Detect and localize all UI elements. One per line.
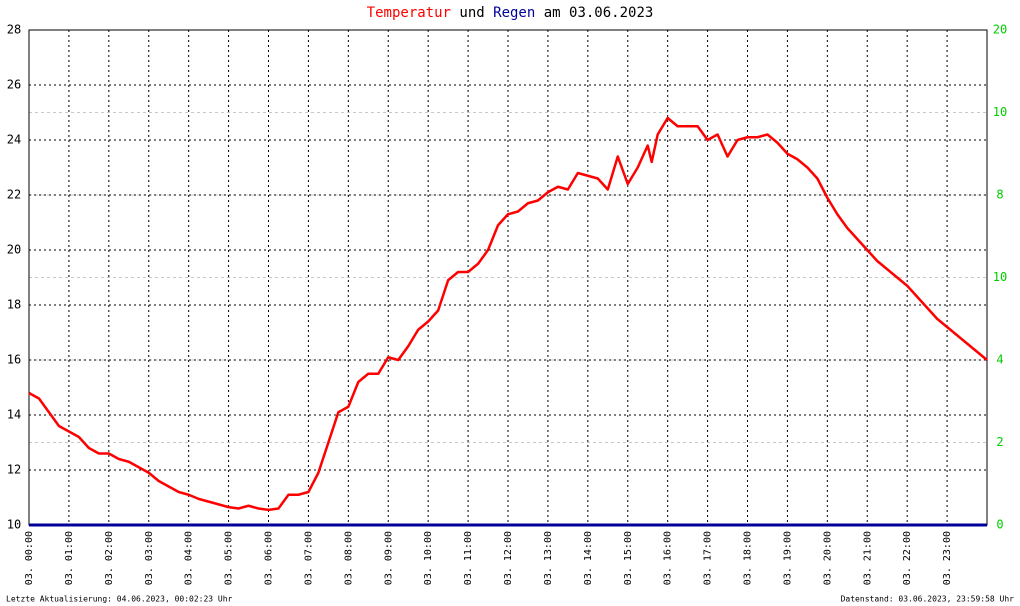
x-tick-label: 03. 09:00 [383, 531, 394, 585]
y-tick-label: 22 [7, 188, 21, 202]
y2-tick-label: 8 [996, 188, 1003, 202]
x-tick-label: 03. 17:00 [703, 531, 714, 585]
footer-right: Datenstand: 03.06.2023, 23:59:58 Uhr [841, 595, 1015, 604]
x-tick-label: 03. 18:00 [743, 531, 754, 585]
x-tick-label: 03. 00:00 [24, 531, 35, 585]
title-date: am 03.06.2023 [544, 5, 654, 21]
title-join: und [459, 5, 484, 21]
y2-tick-label: 10 [993, 270, 1007, 284]
x-tick-label: 03. 06:00 [264, 531, 275, 585]
y2-tick-label: 4 [996, 353, 1003, 367]
x-tick-label: 03. 12:00 [503, 531, 514, 585]
x-tick-label: 03. 11:00 [463, 531, 474, 585]
y2-tick-label: 10 [993, 105, 1007, 119]
x-tick-label: 03. 14:00 [583, 531, 594, 585]
y-tick-label: 14 [7, 408, 21, 422]
y2-tick-label: 20 [993, 23, 1007, 37]
y-tick-label: 26 [7, 78, 21, 92]
x-tick-label: 03. 05:00 [224, 531, 235, 585]
footer-left: Letzte Aktualisierung: 04.06.2023, 00:02… [6, 595, 233, 604]
y-tick-label: 20 [7, 243, 21, 257]
series-line [28, 116, 988, 512]
x-tick-label: 03. 04:00 [184, 531, 195, 585]
y-tick-label: 16 [7, 353, 21, 367]
y2-tick-label: 2 [996, 435, 1003, 449]
x-tick-label: 03. 15:00 [623, 531, 634, 585]
x-tick-label: 03. 21:00 [862, 531, 873, 585]
x-tick-label: 03. 19:00 [782, 531, 793, 585]
y-tick-label: 28 [7, 23, 21, 37]
title-temp: Temperatur [367, 5, 451, 21]
y-tick-label: 10 [7, 518, 21, 532]
x-tick-label: 03. 23:00 [942, 531, 953, 585]
x-tick-label: 03. 16:00 [663, 531, 674, 585]
x-tick-label: 03. 20:00 [822, 531, 833, 585]
x-tick-label: 03. 08:00 [343, 531, 354, 585]
x-tick-label: 03. 13:00 [543, 531, 554, 585]
y-tick-label: 12 [7, 463, 21, 477]
x-tick-label: 03. 07:00 [303, 531, 314, 585]
title-rain: Regen [493, 5, 535, 21]
x-tick-label: 03. 01:00 [64, 531, 75, 585]
y-tick-label: 24 [7, 133, 21, 147]
y2-tick-label: 0 [996, 518, 1003, 532]
x-tick-label: 03. 03:00 [144, 531, 155, 585]
x-tick-label: 03. 02:00 [104, 531, 115, 585]
x-tick-label: 03. 10:00 [423, 531, 434, 585]
x-tick-label: 03. 22:00 [902, 531, 913, 585]
chart-title: Temperatur und Regen am 03.06.2023 [367, 5, 654, 21]
y-tick-label: 18 [7, 298, 21, 312]
